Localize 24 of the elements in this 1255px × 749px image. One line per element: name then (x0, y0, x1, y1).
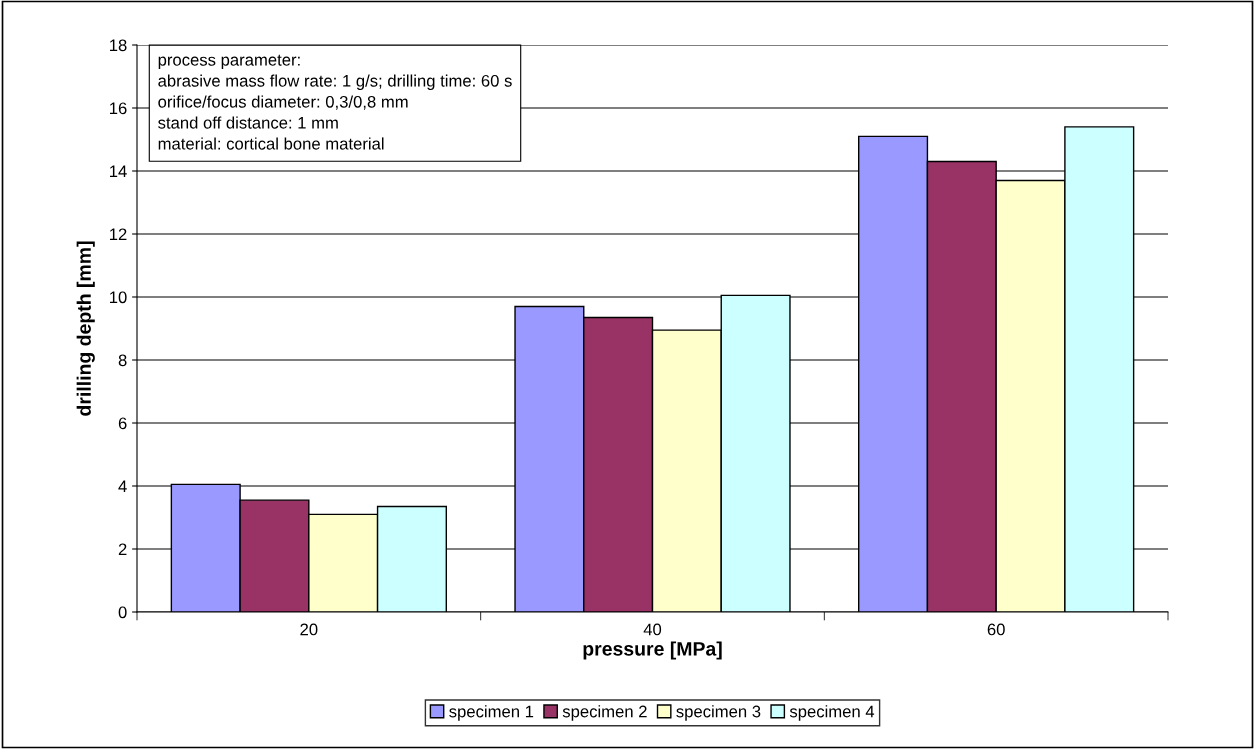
legend-label: specimen 1 (449, 705, 534, 721)
legend-label: specimen 2 (562, 705, 647, 721)
x-axis-title: pressure [MPa] (583, 641, 722, 660)
annotation: process parameter: (158, 54, 300, 70)
annotation: abrasive mass flow rate: 1 g/s; drilling time: 60 s (158, 74, 512, 91)
y-tick-label: 14 (110, 165, 127, 178)
annotation: orifice/focus diameter: 0,3/0,8 mm (158, 95, 408, 110)
y-tick-label: 16 (110, 102, 127, 115)
legend-label: specimen 3 (676, 705, 761, 721)
y-tick-label: 6 (118, 417, 127, 430)
annotation: material: cortical bone material (158, 137, 384, 150)
y-tick-label: 8 (118, 354, 127, 367)
y-tick-label: 0 (118, 606, 127, 619)
y-axis-title: drilling depth [mm] (76, 241, 95, 416)
y-tick-label: 2 (118, 543, 127, 556)
y-tick-label: 18 (110, 39, 127, 52)
x-tick-label: 40 (643, 623, 662, 636)
annotation: stand off distance: 1 mm (158, 116, 338, 129)
y-tick-label: 4 (118, 480, 127, 493)
x-tick-label: 60 (987, 623, 1005, 636)
y-tick-label: 10 (110, 291, 127, 304)
legend-label: specimen 4 (789, 705, 875, 721)
y-tick-label: 12 (110, 228, 127, 241)
x-tick-label: 20 (300, 623, 318, 636)
